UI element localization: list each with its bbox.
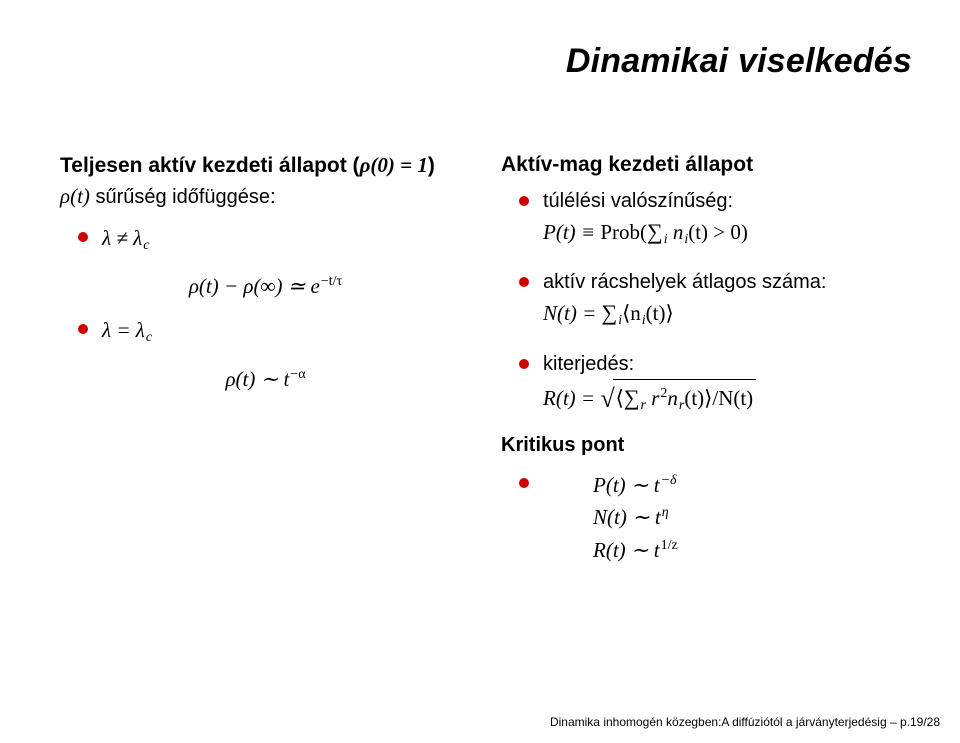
bullet-icon: [78, 324, 88, 334]
right-b1-sigma: ∑: [647, 219, 663, 244]
right-b1-n: n: [668, 220, 684, 244]
crit-line-2: N(t) ∼ tη: [593, 501, 678, 534]
slide-footer: Dinamika inhomogén közegben:A diffúziótó…: [550, 715, 940, 729]
crit-l2-sup: η: [661, 505, 669, 520]
slide-title: Dinamikai viselkedés: [60, 42, 912, 81]
left-eq1-lhs: ρ(t) − ρ(∞) ≃ e: [189, 274, 320, 298]
left-line2: ρ(t) sűrűség időfüggése:: [60, 184, 471, 209]
right-bullet-1: túlélési valószínűség: P(t) ≡ Prob(∑i ni…: [519, 187, 912, 250]
bullet-icon: [78, 232, 88, 242]
right-b2-sigma: ∑: [602, 300, 618, 325]
right-b1-tail: (t) > 0): [688, 220, 748, 244]
left-eq2-sup: −α: [289, 367, 305, 382]
left-line1-prefix: Teljesen aktív kezdeti állapot (: [60, 154, 360, 177]
left-line2-text: sűrűség időfüggése:: [90, 186, 276, 208]
crit-l3-sup: 1/z: [660, 538, 678, 553]
left-eq2-lhs: ρ(t) ∼ t: [225, 367, 289, 391]
right-b2-open: ⟨n: [622, 301, 641, 325]
bullet-icon: [519, 359, 529, 369]
crit-l1-sup: −δ: [660, 473, 677, 488]
left-bullet2-math-base: λ = λ: [102, 318, 145, 342]
left-bullet2-math: λ = λc: [102, 318, 152, 342]
crit-l2-a: N(t) ∼ t: [593, 505, 661, 529]
critical-heading: Kritikus pont: [501, 434, 912, 457]
right-heading: Aktív-mag kezdeti állapot: [501, 153, 912, 177]
right-b1-math: P(t) ≡ Prob(∑i ni(t) > 0): [543, 220, 748, 244]
bullet-icon: [519, 277, 529, 287]
left-bullet1-math-base: λ ≠ λ: [102, 226, 142, 250]
right-b1-a: P(t) ≡: [543, 220, 600, 244]
right-b3-sigma: ∑: [624, 385, 640, 410]
right-b2-math: N(t) = ∑i⟨ni(t)⟩: [543, 301, 674, 325]
left-bullet-2: λ = λc: [78, 315, 471, 348]
left-eq1: ρ(t) − ρ(∞) ≃ e−t/τ: [60, 274, 471, 299]
left-line1-math: ρ(0) = 1: [360, 153, 428, 177]
right-b2-text: aktív rácshelyek átlagos száma:: [543, 271, 826, 293]
left-eq2: ρ(t) ∼ t−α: [60, 367, 471, 392]
right-b3-a: R(t) =: [543, 386, 600, 410]
left-line1-suffix: ): [428, 154, 435, 177]
right-b2-a: N(t) =: [543, 301, 602, 325]
right-b1-prob: Prob: [600, 220, 640, 244]
right-b3-r: r: [646, 386, 659, 410]
right-b3-n: n: [667, 386, 678, 410]
right-b3-math: R(t) = √ ⟨∑r r2nr(t)⟩/N(t): [543, 386, 756, 410]
right-b3-rad-close: (t)⟩/N(t): [684, 386, 753, 410]
right-b1-open: (: [640, 220, 647, 244]
left-bullet1-math: λ ≠ λc: [102, 226, 149, 250]
left-column: Teljesen aktív kezdeti állapot (ρ(0) = 1…: [60, 153, 471, 585]
crit-line-1: P(t) ∼ t−δ: [593, 469, 678, 502]
crit-l3-a: R(t) ∼ t: [593, 538, 660, 562]
left-line1: Teljesen aktív kezdeti állapot (ρ(0) = 1…: [60, 153, 471, 178]
right-bullet-3: kiterjedés: R(t) = √ ⟨∑r r2nr(t)⟩/N(t): [519, 350, 912, 416]
left-bullet2-sub: c: [145, 330, 152, 345]
crit-line-3: R(t) ∼ t1/z: [593, 534, 678, 567]
right-b3-rad-open: ⟨: [616, 386, 624, 410]
right-column: Aktív-mag kezdeti állapot túlélési valós…: [501, 153, 912, 585]
left-bullet1-sub: c: [142, 238, 149, 253]
right-b1-text: túlélési valószínűség:: [543, 190, 733, 212]
bullet-icon: [519, 196, 529, 206]
left-eq1-sup: −t/τ: [320, 274, 342, 289]
critical-bullet: P(t) ∼ t−δ N(t) ∼ tη R(t) ∼ t1/z: [519, 469, 912, 567]
left-bullet-1: λ ≠ λc: [78, 223, 471, 256]
bullet-icon: [519, 478, 529, 488]
right-b3-sqrt: √ ⟨∑r r2nr(t)⟩/N(t): [600, 379, 756, 416]
right-b3-text: kiterjedés:: [543, 353, 634, 375]
right-bullet-2: aktív rácshelyek átlagos száma: N(t) = ∑…: [519, 268, 912, 331]
left-line2-math: ρ(t): [60, 184, 90, 208]
right-b2-close: (t)⟩: [646, 301, 674, 325]
crit-l1-a: P(t) ∼ t: [593, 473, 660, 497]
